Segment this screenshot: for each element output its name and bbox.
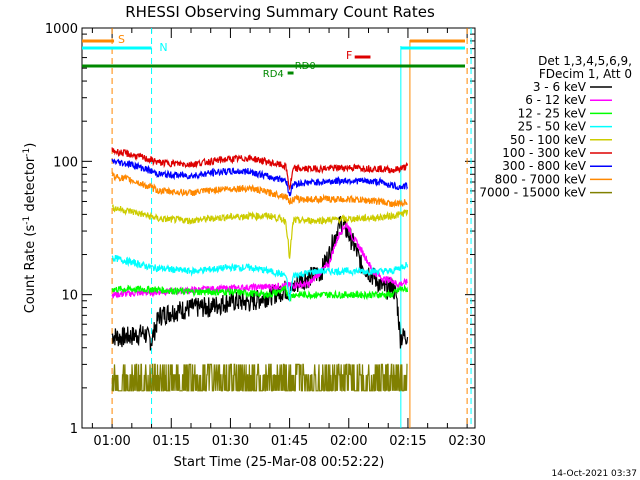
series-line	[111, 283, 409, 302]
x-tick-label: 01:45	[271, 434, 308, 449]
y-tick-label: 1	[70, 422, 78, 437]
legend-header: FDecim 1, Att 0	[539, 67, 632, 81]
x-tick-label: 01:15	[153, 434, 190, 449]
legend-label: 100 - 300 keV	[502, 146, 586, 160]
night-label: N	[159, 41, 167, 54]
series-layer	[111, 147, 409, 392]
series-line	[111, 171, 408, 208]
y-axis-title: Count Rate (s-1 detector-1)	[22, 143, 38, 314]
legend-label: 12 - 25 keV	[518, 106, 587, 120]
x-tick-label: 02:15	[389, 434, 426, 449]
series-line	[112, 204, 409, 259]
legend-label: 3 - 6 keV	[533, 80, 587, 94]
chart-title: RHESSI Observing Summary Count Rates	[125, 3, 435, 21]
marker-layer: S N F RD0 RD4	[82, 28, 472, 428]
x-tick-label: 01:00	[93, 434, 130, 449]
series-line	[111, 158, 409, 197]
plot-frame	[81, 27, 476, 429]
series-line	[111, 255, 409, 302]
x-tick-label: 02:30	[448, 434, 485, 449]
x-tick-label: 02:00	[330, 434, 367, 449]
flare-label: F	[346, 49, 352, 62]
x-tick-label: 01:30	[212, 434, 249, 449]
footer-date: 14-Oct-2021 03:37	[552, 469, 637, 479]
saa-label: S	[118, 33, 125, 46]
series-line	[111, 147, 409, 191]
legend-label: 25 - 50 keV	[518, 120, 587, 134]
legend-label: 800 - 7000 keV	[495, 172, 587, 186]
series-line	[111, 215, 409, 351]
x-axis-title: Start Time (25-Mar-08 00:52:22)	[174, 455, 385, 470]
legend-header: Det 1,3,4,5,6,9,	[538, 54, 632, 68]
y-tick-label: 100	[53, 155, 78, 170]
y-tick-label: 1000	[45, 22, 78, 37]
rd0-label: RD0	[295, 61, 316, 72]
legend-label: 50 - 100 keV	[510, 133, 587, 147]
rd4-label: RD4	[263, 69, 284, 80]
series-line	[111, 221, 408, 299]
x-axis: 01:00 01:15 01:30 01:45 02:00 02:15 02:30	[91, 28, 486, 449]
legend-label: 7000 - 15000 keV	[479, 186, 586, 200]
legend-label: 6 - 12 keV	[525, 93, 587, 107]
y-axis: 1 10 100 1000	[45, 22, 475, 437]
legend: Det 1,3,4,5,6,9,FDecim 1, Att 03 - 6 keV…	[479, 54, 632, 200]
series-line	[111, 363, 408, 392]
y-tick-label: 10	[61, 289, 78, 304]
legend-label: 300 - 800 keV	[502, 159, 586, 173]
